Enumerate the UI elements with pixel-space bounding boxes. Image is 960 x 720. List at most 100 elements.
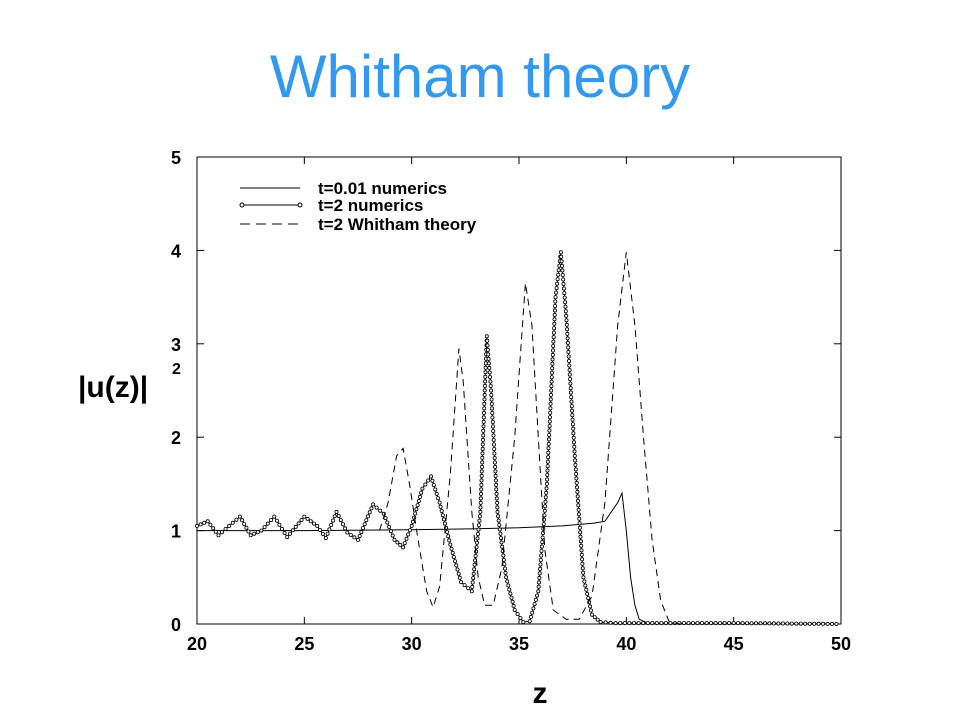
series-marker: [336, 514, 341, 519]
series-marker: [390, 533, 395, 538]
series-marker: [536, 584, 541, 589]
series-marker: [478, 491, 483, 496]
series-marker: [320, 532, 325, 537]
series-marker: [485, 347, 490, 352]
x-axis-label: z: [533, 677, 548, 710]
series-marker: [402, 541, 407, 546]
series-marker: [561, 277, 566, 282]
legend: t=0.01 numerics t=2 numerics t=2 Whitham…: [239, 179, 477, 234]
series-marker: [352, 535, 357, 540]
series-marker: [561, 281, 566, 286]
series-marker: [577, 525, 582, 530]
series-marker: [574, 480, 579, 485]
series-marker: [695, 621, 700, 626]
series-marker: [493, 478, 498, 483]
series-marker: [416, 498, 421, 503]
series-marker: [392, 537, 397, 542]
series-marker: [722, 621, 727, 626]
series-marker: [577, 516, 582, 521]
series-marker: [546, 455, 551, 460]
series-marker: [595, 617, 600, 622]
series-marker: [370, 502, 375, 507]
series-marker: [299, 518, 304, 523]
series-marker: [745, 621, 750, 626]
series-marker: [426, 478, 431, 483]
y-axis-label-superscript: 2: [172, 361, 181, 378]
series-marker: [548, 406, 553, 411]
series-marker: [580, 561, 585, 566]
series-marker: [269, 518, 274, 523]
series-marker: [434, 491, 439, 496]
series-marker: [481, 419, 486, 424]
series-marker: [668, 621, 673, 626]
series-marker: [566, 345, 571, 350]
series-marker: [568, 381, 573, 386]
series-marker: [454, 563, 459, 568]
series-marker: [553, 303, 558, 308]
series-marker: [700, 621, 705, 626]
series-marker: [455, 567, 460, 572]
x-tick-label-2: 30: [402, 634, 422, 654]
series-marker: [272, 514, 277, 519]
series-marker: [553, 299, 558, 304]
series-marker: [548, 401, 553, 406]
series-marker: [562, 291, 567, 296]
series-marker: [442, 521, 447, 526]
series-marker: [592, 615, 597, 620]
series-marker: [575, 494, 580, 499]
series-marker: [576, 507, 581, 512]
series-marker: [542, 508, 547, 513]
series-marker: [481, 424, 486, 429]
series-marker: [194, 523, 199, 528]
series-marker: [496, 518, 501, 523]
series-marker: [374, 505, 379, 510]
series-marker: [497, 527, 502, 532]
series-marker: [803, 621, 808, 626]
series-marker: [490, 419, 495, 424]
series-marker: [475, 536, 480, 541]
series-marker: [493, 469, 498, 474]
series-marker: [545, 477, 550, 482]
series-marker: [484, 334, 489, 339]
x-tick-label-3: 35: [509, 634, 529, 654]
series-marker: [302, 514, 307, 519]
series-marker: [763, 621, 768, 626]
series-marker: [329, 523, 334, 528]
ticks: [196, 156, 842, 625]
series-marker: [554, 290, 559, 295]
series-marker: [580, 557, 585, 562]
series-marker: [495, 509, 500, 514]
series-marker: [230, 520, 235, 525]
series-marker: [462, 583, 467, 588]
series-marker: [479, 469, 484, 474]
series-marker: [240, 518, 245, 523]
series-marker: [450, 550, 455, 555]
series-marker: [479, 487, 484, 492]
series-marker: [355, 537, 360, 542]
series-marker: [401, 545, 406, 550]
series-marker: [560, 272, 565, 277]
series-marker: [564, 318, 569, 323]
series-marker: [562, 295, 567, 300]
series-marker: [551, 339, 556, 344]
series-marker: [472, 562, 477, 567]
series-marker: [475, 532, 480, 537]
series-marker: [574, 471, 579, 476]
series-marker: [771, 621, 776, 626]
series-marker: [492, 455, 497, 460]
series-marker: [262, 525, 267, 530]
series-marker: [548, 397, 553, 402]
series-marker: [494, 482, 499, 487]
series-marker: [550, 366, 555, 371]
series-marker: [574, 476, 579, 481]
series-marker: [237, 514, 242, 519]
series-marker: [482, 392, 487, 397]
series-marker: [216, 533, 221, 538]
series-marker: [565, 336, 570, 341]
series-marker: [483, 374, 488, 379]
series-marker: [343, 526, 348, 531]
series-marker: [555, 281, 560, 286]
series-marker: [682, 621, 687, 626]
series-marker: [471, 571, 476, 576]
